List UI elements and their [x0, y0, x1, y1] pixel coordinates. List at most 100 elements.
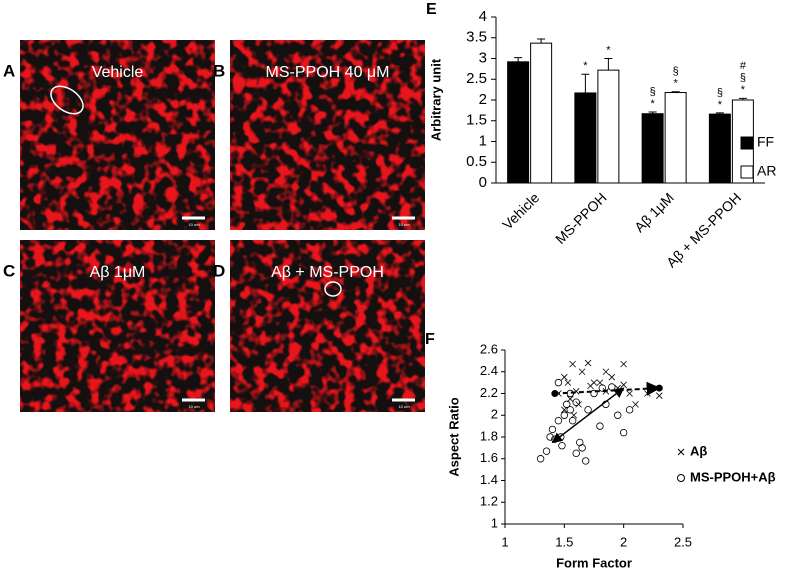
point — [620, 360, 627, 368]
y-tick-label: 4 — [479, 8, 487, 25]
scale-label: 10 um — [188, 222, 200, 227]
legend-label: MS-PPOH+Aβ — [690, 469, 776, 484]
error-bar — [537, 38, 546, 44]
point — [614, 411, 622, 419]
significance-marker: * — [741, 84, 746, 96]
point — [608, 373, 616, 381]
significance-marker: * — [583, 60, 588, 72]
roi-outline — [50, 85, 84, 115]
y-tick-label: 3.5 — [466, 29, 487, 46]
point — [558, 442, 566, 450]
x-tick-label: 2 — [620, 534, 627, 549]
significance-marker: § — [673, 66, 679, 78]
y-axis-label: Arbitrary unit — [428, 58, 443, 141]
y-tick-label: 2.2 — [480, 385, 498, 400]
legend-label: AR — [757, 163, 776, 179]
point — [560, 411, 569, 419]
point — [564, 379, 572, 386]
point — [619, 428, 628, 437]
x-tick-label: 1 — [501, 534, 508, 549]
point — [620, 381, 627, 389]
y-tick-label: 2.4 — [480, 363, 498, 378]
point — [626, 390, 633, 397]
point — [608, 383, 616, 391]
significance-marker: # — [740, 60, 747, 72]
legend-label: FF — [757, 134, 774, 150]
significance-marker: § — [740, 72, 746, 84]
y-tick-label: 1.4 — [480, 472, 498, 487]
point — [536, 455, 545, 463]
legend-swatch — [740, 165, 754, 179]
y-tick-label: 2.6 — [480, 341, 498, 356]
panel-letter: A — [3, 61, 15, 80]
point — [554, 378, 563, 387]
bar — [641, 113, 664, 184]
point — [572, 449, 580, 458]
roi-outline — [324, 281, 342, 297]
trend-endpoint — [655, 384, 663, 392]
y-tick-label: 2.5 — [466, 70, 487, 87]
bar — [664, 92, 687, 184]
panel-letter: E — [426, 1, 437, 18]
error-bar — [604, 58, 613, 71]
x-tick-label: Aβ 1μM — [631, 189, 677, 235]
bar — [530, 42, 553, 184]
legend-marker — [677, 448, 685, 456]
point — [578, 368, 586, 376]
legend-label: Aβ — [690, 443, 707, 458]
legend-marker — [677, 474, 685, 482]
panel-letter: D — [213, 261, 225, 280]
bar — [507, 61, 530, 184]
point — [632, 401, 639, 408]
bar — [597, 69, 620, 184]
y-tick-label: 1.8 — [480, 428, 498, 443]
y-tick-label: 1.6 — [480, 450, 498, 465]
point — [566, 406, 574, 414]
point — [569, 360, 576, 368]
x-tick-label: MS-PPOH — [552, 189, 610, 247]
scale-label: 10 um — [398, 222, 410, 227]
error-bar — [671, 91, 680, 93]
panel-title: MS-PPOH 40 μM — [266, 64, 390, 81]
error-bar — [514, 57, 523, 62]
significance-marker: * — [673, 78, 678, 90]
mitochondria-texture — [20, 40, 215, 230]
point — [578, 444, 586, 452]
scale-label: 10 um — [188, 404, 200, 409]
y-tick-label: 1.5 — [466, 112, 487, 129]
y-tick-label: 2 — [479, 91, 487, 108]
point — [584, 406, 592, 414]
panel-letter: B — [213, 61, 225, 80]
point — [568, 416, 577, 425]
point — [644, 390, 651, 397]
point — [596, 422, 604, 430]
mitochondria-texture — [20, 240, 215, 412]
significance-marker: * — [606, 44, 611, 56]
error-bar — [581, 73, 590, 93]
error-bar — [738, 97, 747, 100]
x-tick-label: 2.5 — [674, 534, 692, 549]
mitochondria-texture — [230, 40, 425, 230]
bar — [708, 113, 731, 184]
point — [554, 416, 563, 425]
point — [587, 382, 594, 390]
error-bar — [648, 111, 657, 114]
panel-letter: F — [425, 331, 435, 348]
error-bar — [715, 112, 724, 115]
mitochondria-texture — [230, 240, 425, 412]
point — [655, 392, 663, 399]
point — [542, 447, 551, 455]
scale-label: 10 um — [398, 404, 410, 409]
y-tick-label: 0 — [479, 174, 487, 191]
significance-marker: § — [650, 86, 656, 98]
y-tick-label: 0.5 — [466, 153, 487, 170]
panel-title: Aβ + MS-PPOH — [271, 264, 384, 281]
point — [602, 368, 610, 376]
point — [584, 359, 592, 367]
significance-marker: * — [650, 98, 655, 110]
panel-title: Vehicle — [92, 64, 144, 81]
significance-marker: * — [718, 99, 723, 111]
legend-swatch — [740, 136, 754, 150]
